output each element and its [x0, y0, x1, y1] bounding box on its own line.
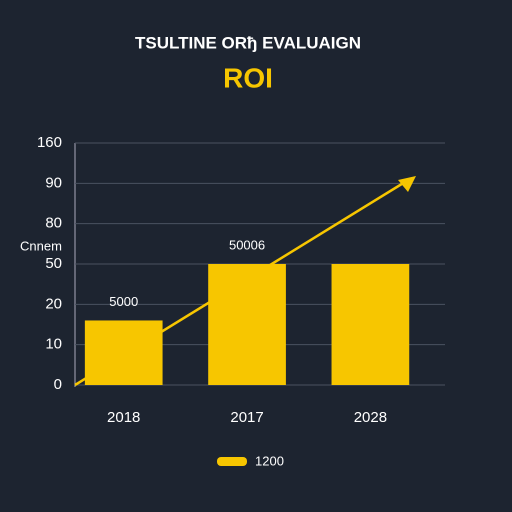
bar [331, 264, 410, 385]
x-tick-label: 2017 [230, 409, 263, 426]
chart-subtitle: ROI [223, 62, 273, 93]
y-tick-label: 0 [54, 376, 62, 393]
y-tick-label: 20 [45, 295, 62, 312]
trend-arrow [74, 180, 406, 387]
y-axis-label: Cnnem [20, 238, 62, 253]
legend-swatch [217, 457, 247, 466]
plot-area: 0 10 20 50 80 90 160 2018 2017 2028 5000 50006 1200 [37, 134, 445, 468]
arrow-head [398, 176, 416, 192]
annotation: 5000 [109, 294, 138, 309]
y-tick-label: 80 [45, 215, 62, 232]
y-tick-label: 160 [37, 134, 62, 151]
y-tick-label: 90 [45, 174, 62, 191]
y-tick-label: 10 [45, 336, 62, 353]
x-tick-label: 2018 [107, 409, 140, 426]
chart-title: TSULTINE ORђ EVALUAIGN [135, 33, 361, 52]
y-tick-label: 50 [45, 255, 62, 272]
bar [208, 264, 286, 385]
annotation: 50006 [229, 237, 265, 252]
x-tick-label: 2028 [354, 409, 387, 426]
legend-label: 1200 [255, 453, 284, 468]
bar [84, 320, 163, 385]
